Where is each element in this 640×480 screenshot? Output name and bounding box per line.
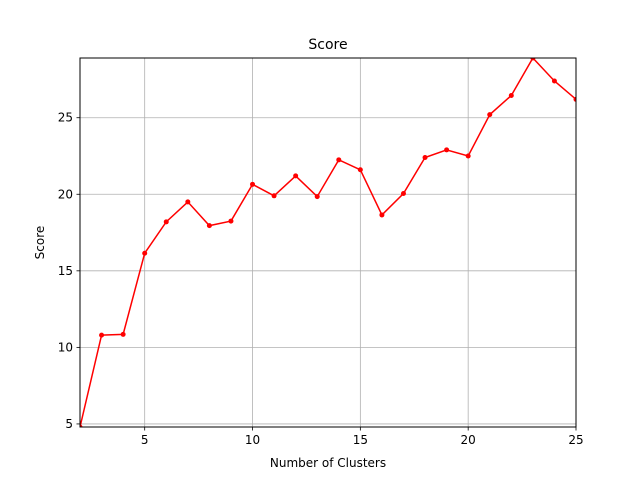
y-axis-title: Score (33, 226, 47, 260)
data-point (228, 218, 234, 224)
y-tick-label: 5 (65, 417, 73, 431)
data-point (293, 173, 299, 179)
x-tick-label: 10 (245, 433, 260, 447)
chart-title: Score (308, 37, 347, 53)
data-point (400, 191, 406, 197)
data-point (80, 424, 83, 427)
data-point (487, 112, 493, 118)
x-tick-label: 15 (353, 433, 368, 447)
y-tick-label: 25 (58, 111, 73, 125)
data-point (530, 58, 536, 61)
y-tick-label: 10 (58, 340, 73, 354)
data-point (314, 194, 320, 200)
data-point (357, 167, 363, 173)
y-axis: 5 10 15 20 25 (58, 111, 80, 431)
data-point (573, 96, 576, 102)
x-axis-title: Number of Clusters (270, 456, 386, 470)
y-tick-label: 20 (58, 187, 73, 201)
data-point (379, 212, 385, 218)
plot-area (80, 58, 576, 427)
data-point (271, 193, 277, 199)
data-point (508, 93, 514, 99)
data-point (206, 223, 212, 229)
data-point (142, 250, 148, 256)
y-tick-label: 15 (58, 264, 73, 278)
data-point (422, 155, 428, 161)
data-point (120, 331, 126, 337)
series-line (80, 58, 576, 427)
data-point (336, 157, 342, 163)
data-point (551, 78, 557, 84)
data-point (444, 147, 450, 153)
data-point (185, 199, 191, 205)
data-point (465, 153, 471, 159)
data-point (250, 181, 256, 187)
x-tick-label: 20 (461, 433, 476, 447)
plot-frame (79, 57, 577, 428)
x-tick-label: 5 (141, 433, 149, 447)
x-tick-label: 25 (568, 433, 583, 447)
x-axis: 5 10 15 20 25 (141, 427, 584, 447)
data-point (99, 332, 105, 338)
data-point (163, 219, 169, 225)
